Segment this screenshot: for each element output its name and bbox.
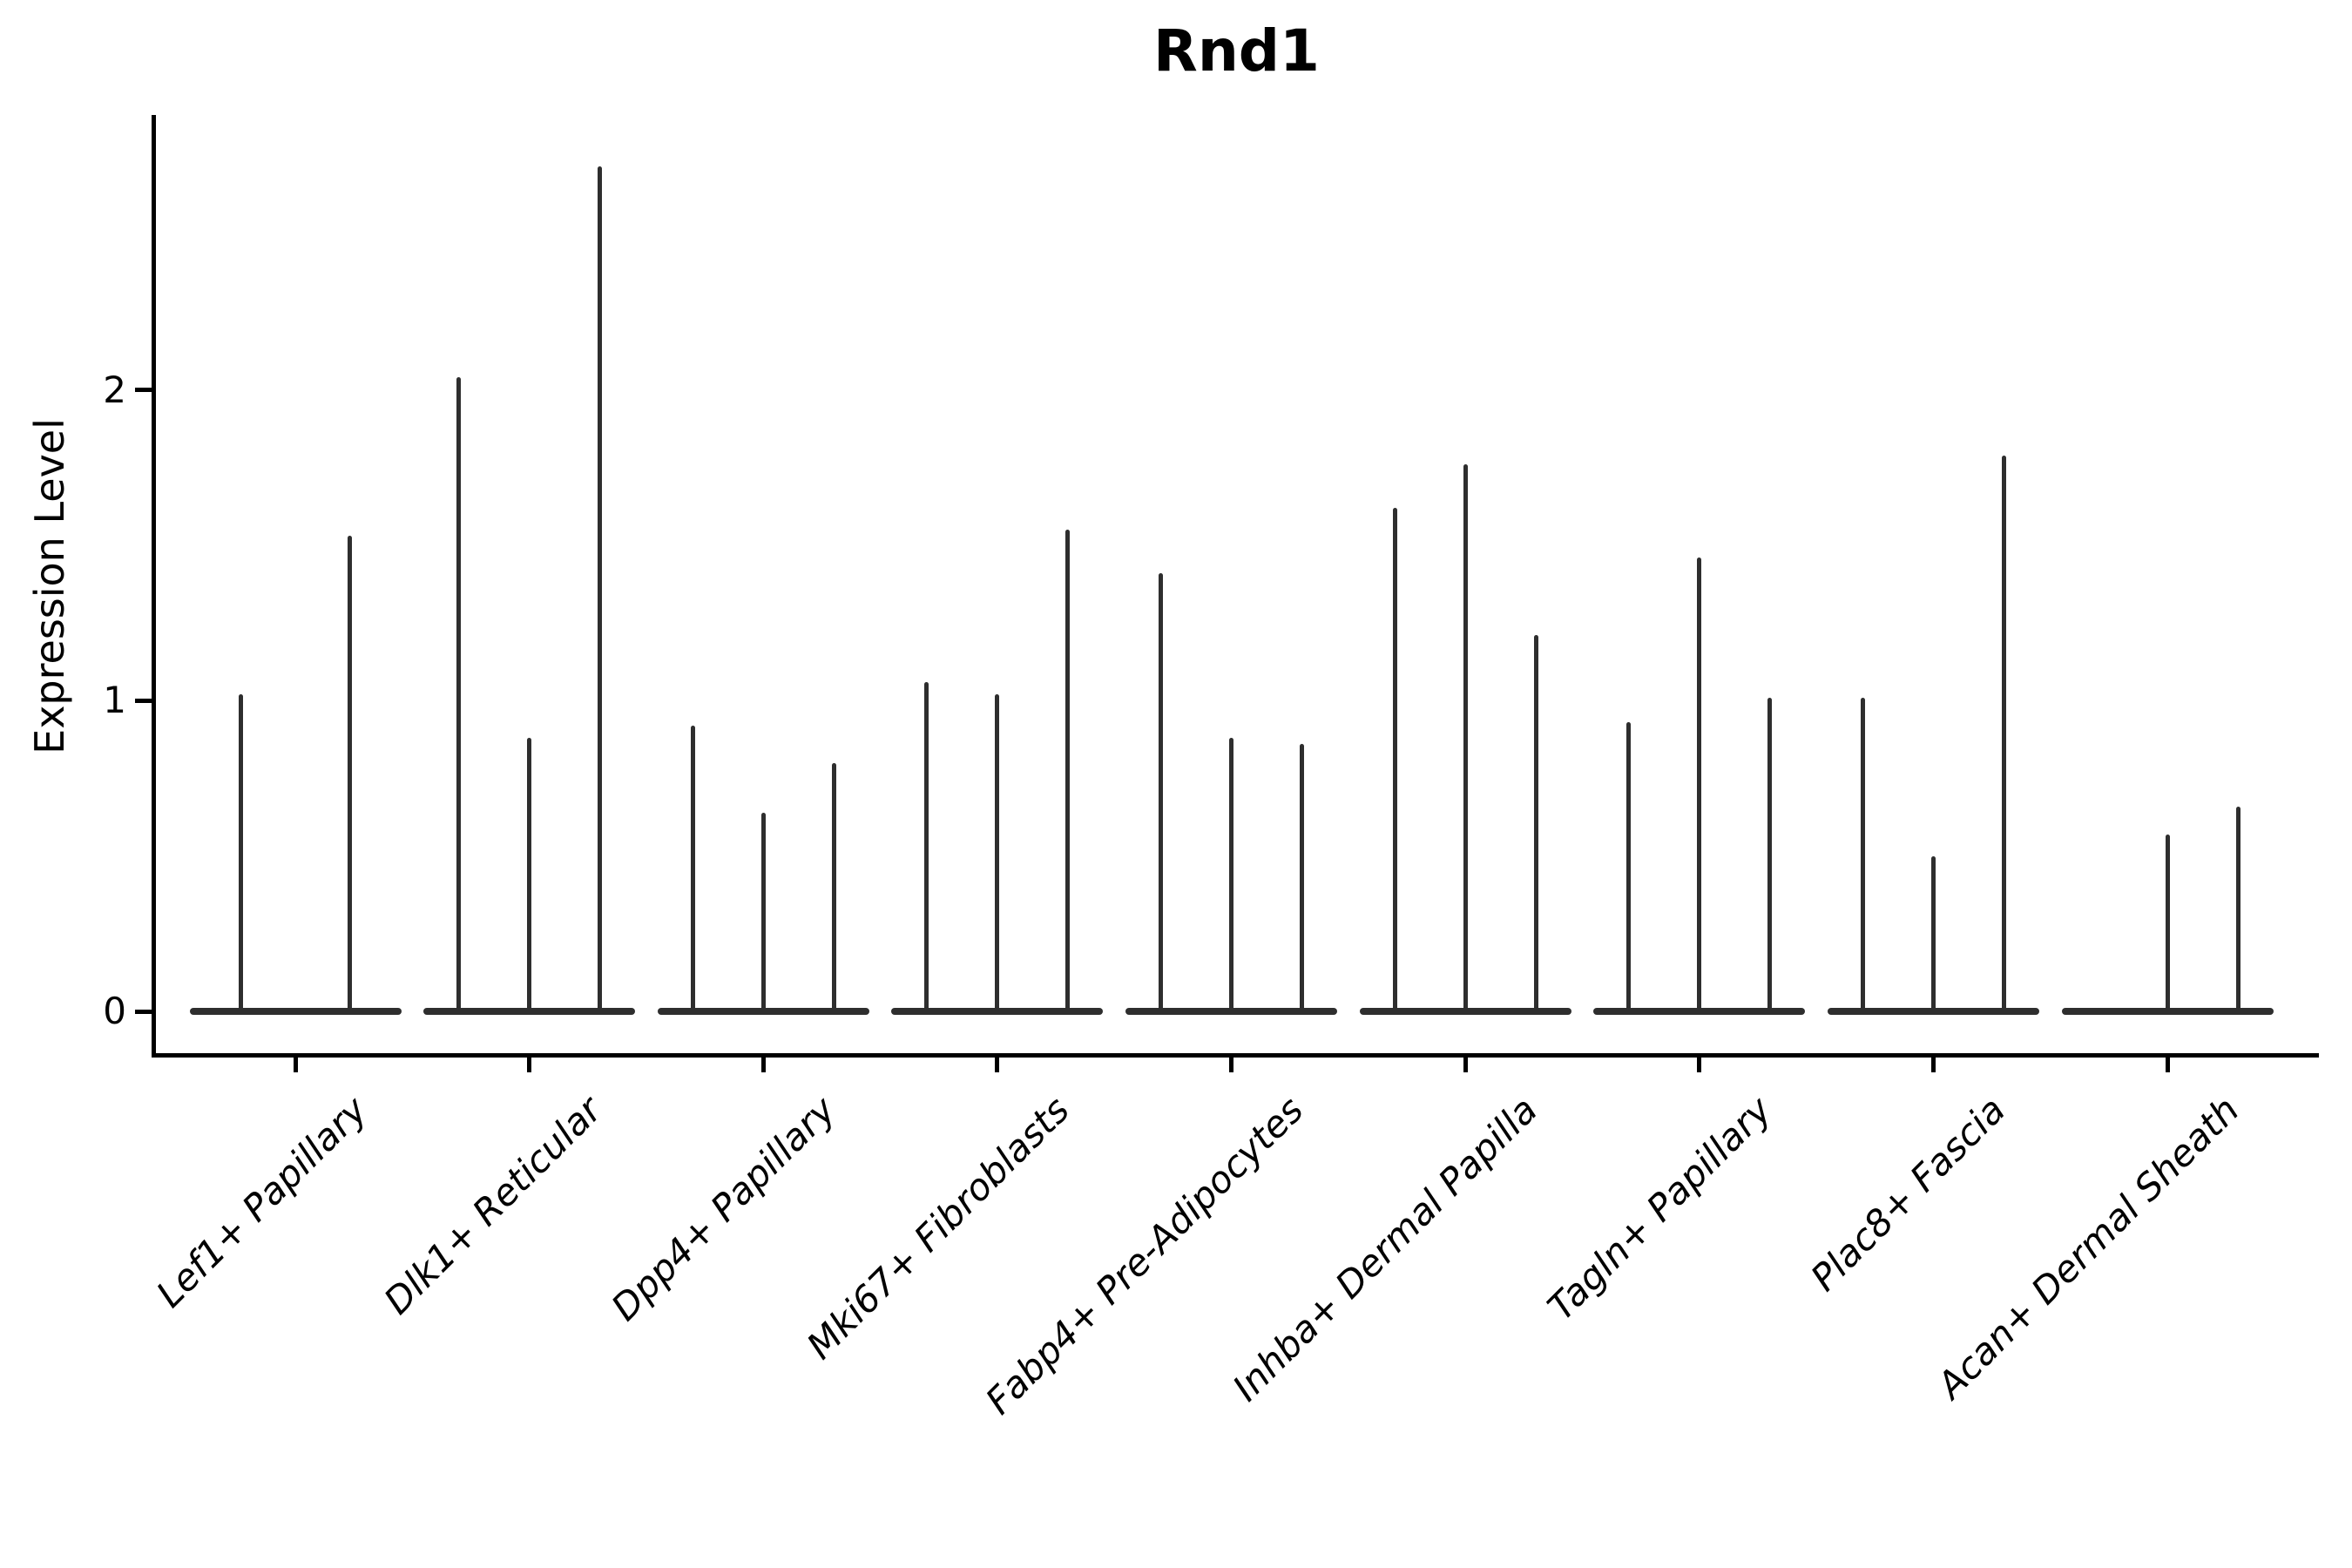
violin-spike	[598, 166, 603, 1011]
violin-base	[2061, 1008, 2274, 1015]
y-tick-label: 2	[103, 368, 126, 411]
violin-spike	[1533, 635, 1538, 1011]
violin-spike	[347, 536, 352, 1011]
bottom-spine	[152, 1053, 2319, 1058]
violin-spike	[1930, 855, 1936, 1011]
x-tick-mark	[2165, 1053, 2170, 1072]
x-tick-mark	[995, 1053, 1000, 1072]
violin-spike	[1767, 697, 1773, 1011]
left-spine	[152, 115, 156, 1058]
violin-base	[1827, 1008, 2039, 1015]
x-tick-mark	[760, 1053, 766, 1072]
violin-base	[891, 1008, 1104, 1015]
violin-spike	[995, 694, 1000, 1011]
y-tick-label: 1	[103, 679, 126, 722]
violin-spike	[760, 812, 766, 1011]
x-tick-mark	[527, 1053, 532, 1072]
x-tick-label: Dlk1+ Reticular	[375, 1088, 610, 1323]
violin-spike	[831, 762, 836, 1011]
violin-spike	[924, 681, 929, 1011]
x-tick-mark	[1930, 1053, 1936, 1072]
violin-spike	[1697, 558, 1702, 1011]
x-tick-label: Dpp4+ Papillary	[603, 1088, 844, 1329]
violin-spike	[690, 725, 695, 1011]
violin-base	[1593, 1008, 1806, 1015]
violin-spike	[1626, 722, 1632, 1011]
violin-spike	[2235, 806, 2240, 1011]
violin-base	[423, 1008, 636, 1015]
violin-spike	[1065, 530, 1071, 1011]
x-tick-label: Lef1+ Papillary	[148, 1088, 375, 1316]
x-tick-mark	[293, 1053, 298, 1072]
violin-spike	[2001, 455, 2006, 1011]
violin-base	[1359, 1008, 1571, 1015]
x-tick-label: Plac8+ Fascia	[1802, 1088, 2014, 1300]
x-tick-mark	[1697, 1053, 1702, 1072]
violin-spike	[1463, 464, 1468, 1011]
violin-spike	[2165, 834, 2170, 1011]
violin-base	[657, 1008, 869, 1015]
chart-title: Rnd1	[1153, 17, 1320, 84]
y-tick-label: 0	[103, 990, 126, 1032]
y-tick-mark	[135, 1009, 153, 1014]
x-tick-mark	[1229, 1053, 1234, 1072]
violin-spike	[456, 377, 462, 1011]
violin-spike	[1159, 573, 1164, 1011]
x-tick-mark	[1463, 1053, 1468, 1072]
x-tick-label: Mki67+ Fibroblasts	[798, 1088, 1078, 1368]
y-tick-mark	[135, 698, 153, 703]
violin-spike	[239, 694, 244, 1011]
violin-base	[1125, 1008, 1338, 1015]
violin-base	[189, 1008, 402, 1015]
violin-spike	[1300, 744, 1305, 1011]
violin-spike	[527, 738, 532, 1011]
y-tick-mark	[135, 388, 153, 393]
violin-spike	[1229, 738, 1234, 1011]
violin-spike	[1860, 697, 1865, 1011]
violin-spike	[1392, 508, 1397, 1011]
x-tick-label: Tagln+ Papillary	[1538, 1088, 1780, 1329]
